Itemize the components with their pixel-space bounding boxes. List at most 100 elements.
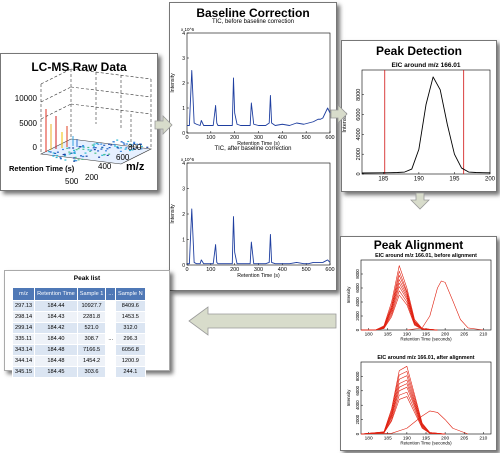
cell-ellipsis — [105, 366, 117, 378]
heatmap-cell — [81, 158, 84, 160]
cell-sample-1: 2281.8 — [76, 311, 107, 323]
x-axis-label: Retention Time (s) — [237, 273, 280, 279]
heatmap-cell — [129, 149, 131, 152]
x-tick-label: 0 — [185, 135, 188, 141]
y-tick-label: 1 — [182, 106, 185, 112]
y-axis-label: Intensity — [342, 111, 348, 132]
y-tick-label: 0 — [355, 432, 360, 435]
peak-list-table: m/z Retention Time Sample 1 ... Sample N… — [11, 287, 146, 378]
series-line — [187, 70, 331, 126]
plot-frame — [186, 32, 331, 134]
plot-frame — [186, 162, 331, 266]
heatmap-cell — [132, 148, 135, 150]
raw-z-tick-1: 5000 — [19, 119, 37, 128]
x-tick-label: 190 — [403, 331, 411, 337]
x-tick-label: 600 — [325, 135, 334, 141]
cell-ellipsis — [105, 322, 117, 334]
heatmap-cell — [93, 145, 95, 147]
series-line — [360, 391, 446, 435]
heatmap-cell — [85, 155, 88, 157]
series-line — [187, 208, 331, 265]
heatmap-cell — [73, 149, 75, 151]
heatmap-cell — [89, 150, 92, 152]
heatmap-cell — [108, 153, 111, 155]
raw-y-tick-0: 800 — [128, 143, 142, 152]
raw-x-tick-0: 500 — [65, 177, 79, 186]
table-row: 297.13 184.44 10927.7 8409.6 — [11, 300, 146, 312]
heatmap-cell — [68, 151, 71, 153]
heatmap-cell — [91, 144, 94, 146]
heatmap-cell — [59, 158, 62, 160]
series-line — [360, 371, 446, 435]
heatmap-cell — [140, 145, 143, 147]
series-line — [360, 294, 438, 331]
heatmap-cell — [110, 144, 113, 146]
cell-ellipsis — [105, 300, 117, 312]
table-row: 298.14 184.43 2281.8 1453.5 — [11, 311, 146, 323]
x-axis-label: Retention Time (s) — [237, 141, 280, 147]
y-tick-label: 0 — [182, 263, 185, 269]
heatmap-cell — [80, 155, 82, 157]
x-tick-label: 400 — [278, 135, 287, 141]
heatmap-cell — [64, 155, 67, 157]
cell-sample-n: 1200.9 — [115, 355, 146, 367]
y-scale-label: x 10^6 — [181, 27, 195, 32]
y-tick-label: 0 — [182, 131, 185, 137]
x-tick-label: 200 — [485, 177, 496, 183]
x-tick-label: 300 — [254, 135, 263, 141]
cell-mz: 298.14 — [11, 311, 36, 323]
y-tick-label: 2000 — [355, 311, 360, 321]
series-line — [360, 410, 469, 435]
cell-sample-n: 6056.8 — [115, 344, 146, 356]
series-line — [360, 290, 438, 331]
series-line — [360, 379, 446, 435]
heatmap-cell — [82, 145, 84, 147]
y-axis-label: Intensity — [170, 204, 176, 224]
heatmap-cell — [136, 143, 139, 145]
peak-alignment-title: Peak Alignment — [373, 238, 464, 252]
heatmap-cell — [77, 148, 80, 150]
heatmap-cell — [66, 147, 69, 149]
heatmap-cell — [131, 144, 134, 146]
heatmap-cell — [140, 148, 143, 150]
heatmap-cell — [48, 151, 51, 153]
heatmap-cell — [100, 143, 103, 145]
chart-title: EIC around m/z 166.01 — [392, 62, 461, 69]
cell-mz: 299.14 — [11, 322, 36, 334]
cell-mz: 345.15 — [11, 366, 36, 378]
heatmap-cell — [101, 154, 104, 156]
y-tick-label: 2 — [182, 212, 185, 218]
cell-sample-1: 10927.7 — [76, 300, 107, 312]
raw-z-tick-2: 0 — [33, 143, 38, 152]
heatmap-cell — [75, 149, 78, 151]
series-line — [360, 366, 446, 435]
heatmap-cell — [49, 151, 52, 153]
y-scale-label: x 10^6 — [181, 157, 195, 162]
heatmap-cell — [123, 143, 126, 145]
heatmap-cell — [82, 146, 85, 148]
heatmap-cell — [62, 148, 64, 151]
x-tick-label: 100 — [206, 135, 215, 141]
heatmap-cell — [63, 153, 66, 155]
x-tick-label: 180 — [365, 435, 373, 441]
heatmap-cell — [108, 147, 111, 149]
heatmap-cell — [68, 147, 71, 149]
x-tick-label: 0 — [185, 267, 188, 273]
heatmap-cell — [97, 150, 100, 152]
cell-retention-time: 184.42 — [34, 322, 78, 334]
heatmap-cell — [120, 141, 123, 143]
heatmap-cell — [101, 146, 104, 148]
heatmap-cell — [106, 148, 109, 150]
eic-after-alignment-chart: EIC around m/z 166.01, after alignment 18… — [346, 355, 492, 446]
cell-retention-time: 184.43 — [34, 311, 78, 323]
peak-detection-title: Peak Detection — [375, 44, 463, 58]
y-axis-label: Intensity — [346, 389, 351, 407]
table-row: 335.11 184.40 308.7 ... 296.3 — [11, 333, 146, 345]
y-tick-label: 2 — [182, 81, 185, 87]
heatmap-cell — [116, 139, 119, 141]
peak-table-header-row: m/z Retention Time Sample 1 ... Sample N — [11, 287, 146, 301]
series-line — [360, 386, 446, 435]
heatmap-cell — [124, 148, 127, 150]
cell-sample-n: 296.3 — [115, 333, 146, 345]
